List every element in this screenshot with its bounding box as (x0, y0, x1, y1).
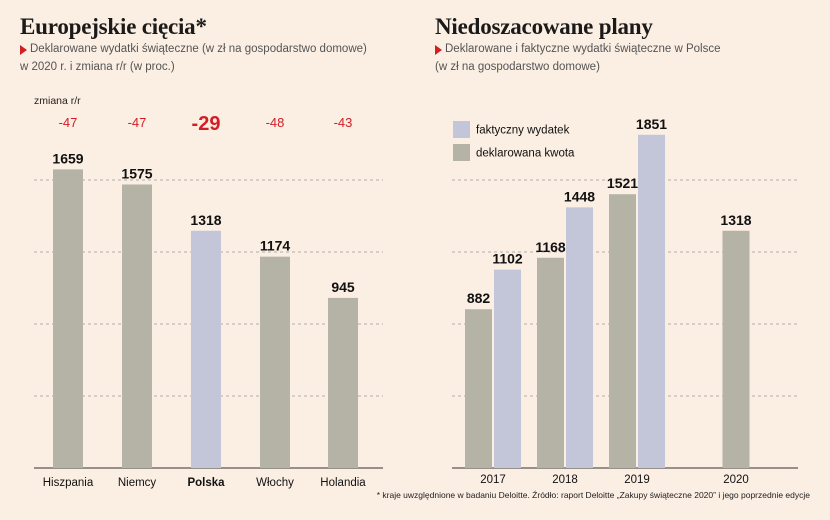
bar (328, 297, 358, 468)
legend-label: faktyczny wydatek (476, 125, 570, 137)
bar-value-label: 1102 (492, 251, 523, 267)
bar (260, 256, 290, 468)
bar-declared (537, 257, 564, 468)
bar-value-label: 1575 (121, 166, 152, 182)
legend-swatch (453, 121, 470, 138)
change-yoy-label: -29 (192, 113, 221, 135)
right-subtitle-line2: (w zł na gospodarstwo domowe) (435, 61, 600, 73)
left-chart-title: Europejskie cięcia* (20, 14, 207, 39)
red-triangle-icon (435, 45, 442, 55)
right-subtitle-line1: Deklarowane i faktyczne wydatki świątecz… (445, 43, 721, 55)
bar-value-label: 1168 (535, 239, 566, 255)
red-triangle-icon (20, 45, 27, 55)
bar-declared (609, 194, 636, 468)
change-yoy-label: -47 (59, 115, 78, 130)
bar-declared (465, 309, 492, 468)
bar (53, 169, 83, 468)
change-yoy-label: -43 (334, 115, 353, 130)
bar-value-label: 1521 (607, 175, 638, 191)
change-yoy-label: -48 (266, 115, 285, 130)
bar-value-label: 1318 (720, 212, 751, 228)
category-tick-label: Holandia (320, 477, 366, 489)
category-tick-label: Niemcy (118, 477, 157, 489)
bar-value-label: 1659 (52, 150, 83, 166)
bar-actual (494, 269, 521, 468)
category-tick-label: 2018 (552, 474, 578, 486)
bar-value-label: 945 (331, 279, 355, 295)
legend-swatch (453, 144, 470, 161)
category-tick-label: 2017 (480, 474, 506, 486)
right-chart-title: Niedoszacowane plany (435, 14, 653, 39)
bar-declared (722, 230, 750, 468)
bar (191, 230, 221, 468)
left-subtitle-line1: Deklarowane wydatki świąteczne (w zł na … (30, 43, 367, 55)
category-tick-label: Włochy (256, 477, 294, 489)
category-tick-label: 2019 (624, 474, 650, 486)
legend-label: deklarowana kwota (476, 148, 575, 160)
bar-value-label: 1448 (564, 188, 595, 204)
bar-value-label: 1851 (636, 116, 667, 132)
category-tick-label: Polska (187, 477, 225, 489)
category-tick-label: 2020 (723, 474, 749, 486)
change-yoy-label: -47 (128, 115, 147, 130)
left-chart-panel: Europejskie cięcia* Deklarowane wydatki … (20, 14, 367, 107)
bar-value-label: 882 (467, 290, 491, 306)
change-label: zmiana r/r (34, 95, 81, 107)
footnote: * kraje uwzględnione w badaniu Deloitte.… (376, 490, 810, 500)
category-tick-label: Hiszpania (43, 477, 94, 489)
bar-actual (638, 134, 665, 468)
bar (122, 184, 152, 468)
right-chart-panel: Niedoszacowane plany Deklarowane i fakty… (415, 0, 830, 520)
left-subtitle-line2: w 2020 r. i zmiana r/r (w proc.) (20, 61, 175, 73)
bar-actual (566, 207, 593, 469)
bar-value-label: 1174 (260, 238, 291, 254)
bar-value-label: 1318 (190, 212, 221, 228)
